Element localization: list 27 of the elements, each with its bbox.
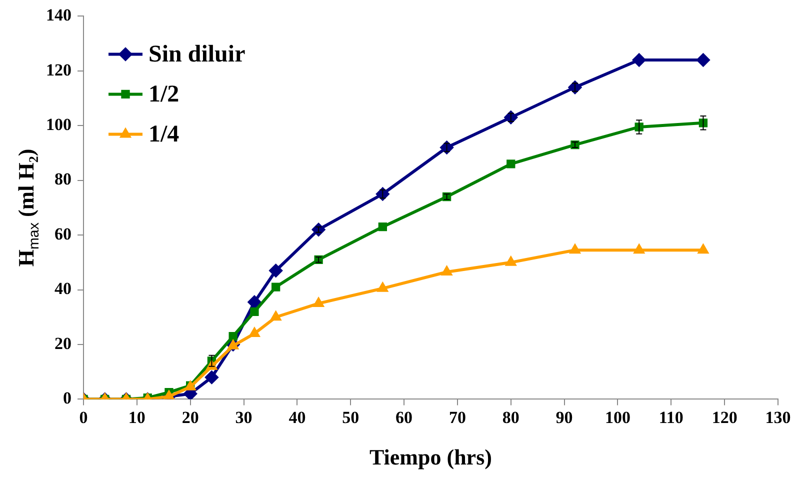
legend-label: 1/2 — [148, 81, 180, 108]
y-tick-label: 40 — [54, 279, 72, 298]
y-tick-label: 60 — [54, 224, 72, 244]
x-tick-label: 60 — [396, 408, 413, 427]
y-tick-label: 140 — [46, 6, 72, 25]
legend-label: Sin diluir — [148, 41, 246, 68]
y-tick-label: 120 — [46, 60, 72, 80]
legend-label: 1/4 — [148, 121, 180, 148]
y-tick-label: 20 — [54, 334, 72, 353]
x-tick-label: 100 — [604, 408, 630, 427]
x-tick-label: 20 — [182, 408, 199, 427]
x-tick-label: 0 — [79, 408, 88, 427]
x-tick-label: 90 — [556, 408, 573, 427]
x-tick-label: 70 — [448, 408, 466, 427]
y-tick-label: 0 — [63, 388, 72, 408]
x-axis-title: Tiempo (hrs) — [370, 444, 492, 470]
x-tick-label: 130 — [765, 408, 791, 427]
x-tick-label: 50 — [342, 408, 360, 427]
x-tick-label: 80 — [502, 408, 520, 427]
x-tick-label: 10 — [128, 408, 146, 427]
y-tick-label: 100 — [46, 115, 72, 134]
x-tick-label: 40 — [288, 408, 306, 427]
y-tick-label: 80 — [54, 170, 72, 189]
x-tick-label: 110 — [658, 408, 684, 427]
y-axis-title: Hmax (ml H₂) — [14, 148, 43, 267]
x-tick-label: 30 — [235, 408, 252, 427]
x-tick-label: 120 — [712, 408, 738, 427]
